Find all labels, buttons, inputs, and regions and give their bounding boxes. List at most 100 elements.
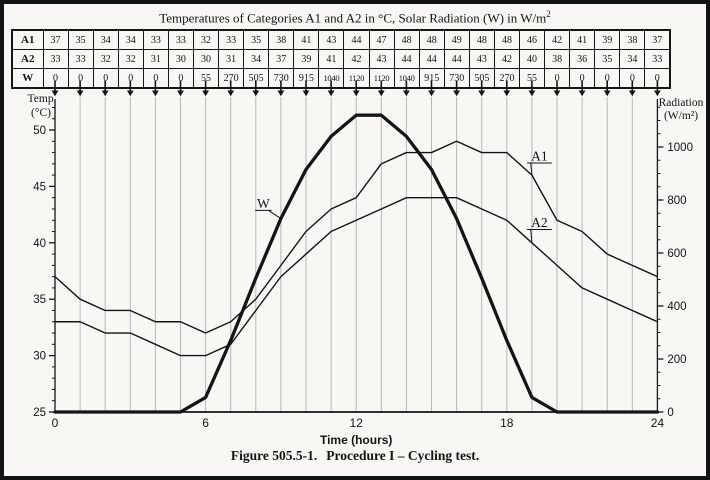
left-axis-tick-label: 45 <box>33 181 46 193</box>
column-arrow-head <box>578 90 586 97</box>
value-cell: 34 <box>619 49 646 69</box>
value-cell: 48 <box>393 29 420 50</box>
value-cell: 44 <box>393 49 420 69</box>
value-cell: 30 <box>192 49 220 69</box>
value-cell: 730 <box>443 68 470 89</box>
value-cell: 0 <box>92 68 119 89</box>
value-cell: 36 <box>569 49 596 69</box>
series-label-w: W <box>257 196 270 211</box>
series-label-a2: A2 <box>531 215 548 230</box>
table-row: A2 33 33 32 32 31 30 30 31 34 37 39 41 42 43 44 44 44 43 42… <box>11 49 671 69</box>
value-cell: 44 <box>343 29 370 50</box>
value-cell: 33 <box>167 29 194 50</box>
value-cell: 39 <box>594 29 621 50</box>
value-cell: 42 <box>493 49 520 69</box>
value-cell: 32 <box>192 29 220 50</box>
value-cell: 41 <box>293 29 320 50</box>
value-cell: 0 <box>42 68 69 89</box>
value-cell: 43 <box>368 49 395 69</box>
left-axis-tick-label: 50 <box>33 125 46 137</box>
curve-a2 <box>54 196 659 357</box>
curve-a1 <box>54 140 659 334</box>
right-axis-tick-label: 800 <box>667 195 686 207</box>
value-cell: 42 <box>343 49 370 69</box>
x-axis-tick-label: 18 <box>500 416 514 430</box>
value-cell: 1120 <box>343 68 370 89</box>
column-arrow-head <box>302 90 310 97</box>
value-cell: 505 <box>243 68 270 89</box>
value-cell: 33 <box>67 49 94 69</box>
temp-axis-title-line2: (°C) <box>31 107 51 119</box>
value-cell: 270 <box>218 68 245 89</box>
column-arrow-head <box>76 90 84 97</box>
value-cell: 0 <box>619 68 646 89</box>
left-axis-tick-label: 35 <box>33 294 46 306</box>
value-cell: 46 <box>518 29 546 50</box>
value-cell: 37 <box>42 29 69 50</box>
left-axis-tick-label: 30 <box>33 351 46 363</box>
figure-title-text: Temperatures of Categories A1 and A2 in … <box>159 10 547 26</box>
data-table: A1 37 35 34 34 33 33 32 33 35 38 41 43 44 47 48 48 49 48 48… <box>11 29 671 89</box>
column-arrow-head <box>352 90 360 97</box>
column-arrow-head <box>428 90 435 97</box>
column-arrow-head <box>51 90 59 97</box>
value-cell: 49 <box>443 29 470 50</box>
value-cell: 1040 <box>393 68 420 89</box>
row-label-cell: A2 <box>11 49 44 69</box>
value-cell: 47 <box>368 29 395 50</box>
value-cell: 0 <box>644 68 671 89</box>
value-cell: 55 <box>518 68 546 89</box>
series-label-a1: A1 <box>531 148 548 163</box>
value-cell: 33 <box>42 49 69 69</box>
value-cell: 48 <box>418 29 445 50</box>
x-axis-tick-label: 24 <box>651 416 665 430</box>
series-label-leader-line <box>530 163 533 176</box>
value-cell: 915 <box>293 68 320 89</box>
column-arrow-head <box>403 90 410 97</box>
value-cell: 32 <box>117 49 144 69</box>
figure-title-superscript: 2 <box>546 9 551 19</box>
data-table-body: A1 37 35 34 34 33 33 32 33 35 38 41 43 44 47 48 48 49 48 48… <box>11 29 671 89</box>
table-row: W 0 0 0 0 0 0 55 270 505 730 915 1040 1120 1120 1040 915… <box>11 68 671 89</box>
column-arrow-head <box>227 90 235 97</box>
value-cell: 31 <box>142 49 169 69</box>
right-axis-tick-label: 200 <box>667 354 686 366</box>
left-axis-tick-label: 40 <box>33 238 46 250</box>
value-cell: 0 <box>167 68 194 89</box>
value-cell: 730 <box>268 68 295 89</box>
right-axis-tick-label: 1000 <box>667 142 693 154</box>
right-axis-tick-label: 0 <box>667 407 673 419</box>
figure-caption: Figure 505.5-1. Procedure I – Cycling tes… <box>0 448 710 464</box>
right-axis-tick-label: 600 <box>667 248 686 260</box>
x-axis-tick-label: 12 <box>350 416 364 430</box>
column-arrow-head <box>152 90 159 97</box>
value-cell: 32 <box>92 49 119 69</box>
column-arrow-head <box>503 90 511 97</box>
value-cell: 34 <box>243 49 270 69</box>
value-cell: 270 <box>493 68 520 89</box>
value-cell: 915 <box>418 68 445 89</box>
value-cell: 44 <box>443 49 470 69</box>
x-axis-tick-label: 6 <box>202 416 209 430</box>
value-cell: 37 <box>268 49 295 69</box>
column-arrow-head <box>528 90 536 97</box>
column-arrow-head <box>277 90 285 97</box>
column-arrow-head <box>628 90 636 97</box>
value-cell: 0 <box>117 68 144 89</box>
value-cell: 41 <box>318 49 345 69</box>
value-cell: 0 <box>67 68 94 89</box>
value-cell: 33 <box>142 29 169 50</box>
value-cell: 43 <box>318 29 345 50</box>
row-label-cell: W <box>11 68 44 89</box>
value-cell: 34 <box>92 29 119 50</box>
value-cell: 34 <box>117 29 144 50</box>
value-cell: 35 <box>67 29 94 50</box>
value-cell: 33 <box>218 29 245 50</box>
caption-figure-number: Figure 505.5-1. <box>230 448 318 463</box>
value-cell: 41 <box>569 29 596 50</box>
value-cell: 0 <box>142 68 169 89</box>
caption-text: Procedure I – Cycling test. <box>326 448 480 463</box>
time-axis-title: Time (hours) <box>320 433 392 447</box>
radiation-axis-title-line2: (W/m²) <box>664 110 698 122</box>
column-arrow-head <box>177 90 184 97</box>
